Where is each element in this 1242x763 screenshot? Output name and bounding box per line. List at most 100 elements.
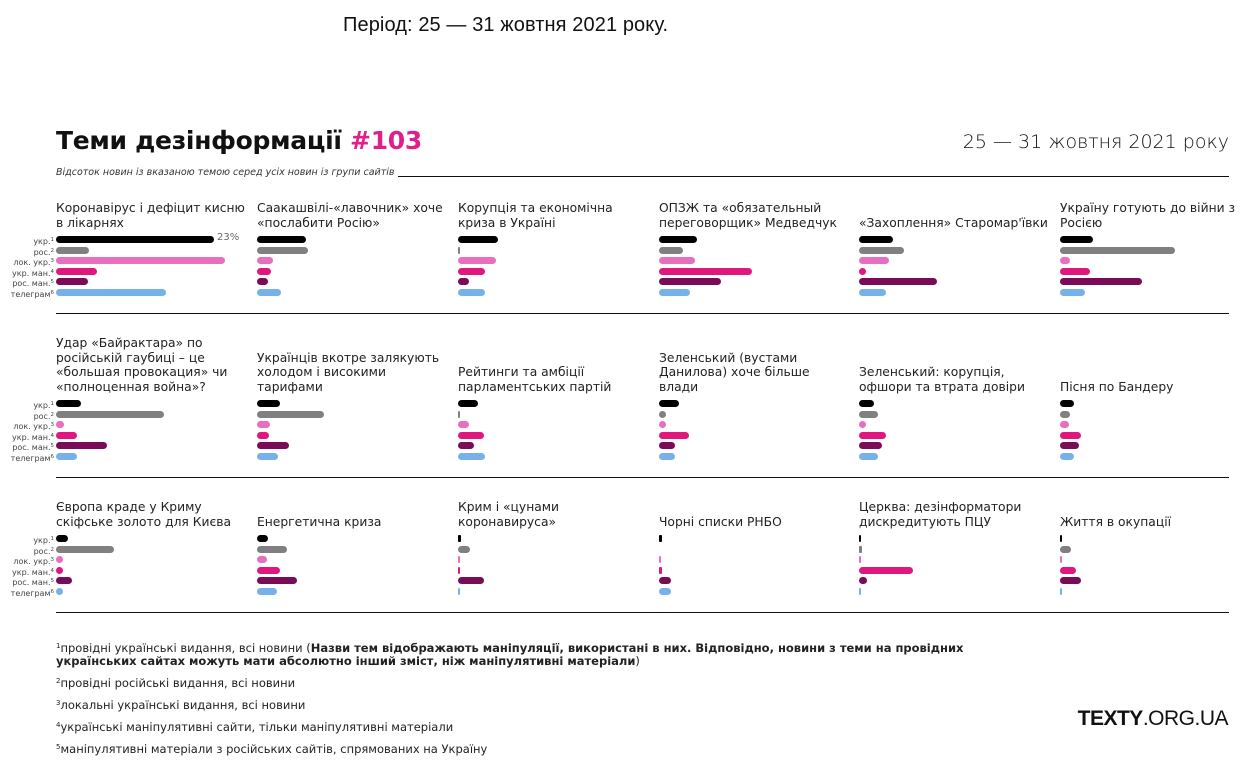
footnote: 4українські маніпулятивні сайти, тільки … [56, 720, 454, 734]
bar-lok_ukr [1060, 257, 1071, 264]
bar-lok_ukr [458, 257, 496, 264]
bar-telegram [56, 452, 78, 460]
bar-ros [659, 410, 666, 418]
bar-ukr_man [1060, 566, 1077, 574]
bar-lok_ukr [257, 556, 268, 563]
bar-ros [56, 410, 164, 418]
period-heading: Період: 25 — 31 жовтня 2021 року. [343, 14, 669, 36]
bar-ukr [659, 400, 679, 407]
row-divider [56, 612, 1229, 613]
bar-ros_man [458, 577, 485, 584]
bar-telegram [458, 288, 485, 296]
series-label: рос.2 [33, 546, 54, 556]
bar-ukr_man [458, 267, 485, 275]
bar-ros [859, 410, 879, 418]
bar-ros [1060, 410, 1071, 418]
footnote: 1провідні українські видання, всі новини… [56, 641, 964, 668]
date-range: 25 — 31 жовтня 2021 року [962, 131, 1229, 153]
bar-ros [1060, 246, 1176, 254]
series-label: рос.2 [33, 411, 54, 421]
bar-lok_ukr [659, 421, 666, 428]
bar-value-label: 23% [217, 232, 240, 243]
topic-title: Українців вкотре залякують холодом і вис… [257, 350, 440, 394]
bar-lok_ukr [56, 556, 63, 563]
bar-ros_man [859, 577, 868, 584]
bar-ros [458, 545, 471, 553]
bar-lok_ukr [257, 257, 273, 264]
bar-ros_man [859, 278, 937, 285]
topic-title: ОПЗЖ та «обязательный переговорщик» Медв… [659, 201, 837, 230]
bar-ros_man [659, 442, 675, 449]
series-label: укр.1 [33, 536, 54, 545]
bar-lok_ukr [1060, 556, 1063, 563]
bar-ros_man [859, 442, 882, 449]
bar-ukr [859, 236, 894, 243]
series-label: рос. ман.5 [12, 279, 54, 288]
series-label: укр.1 [33, 401, 54, 410]
series-label: рос.2 [33, 247, 54, 257]
bar-ukr [56, 236, 214, 243]
bar-ros_man [1060, 278, 1142, 285]
bar-lok_ukr [458, 421, 469, 428]
bar-ukr_man [458, 431, 485, 439]
bar-ros_man [1060, 442, 1079, 449]
series-label: телеграм6 [10, 453, 54, 463]
series-label: укр.1 [33, 237, 54, 246]
bar-lok_ukr [56, 257, 225, 264]
bar-lok_ukr [859, 556, 861, 563]
chart-title: Теми дезінформації #103 [56, 126, 422, 155]
bar-ukr [659, 535, 662, 542]
topic-title: Життя в окупації [1060, 514, 1172, 529]
series-label: лок. укр.3 [13, 422, 54, 431]
bar-ukr [458, 236, 498, 243]
bar-lok_ukr [257, 421, 271, 428]
topic-title: «Захоплення» Старомар'ївки [859, 215, 1048, 230]
bar-ukr [1060, 400, 1074, 407]
bar-lok_ukr [859, 421, 866, 428]
bar-ros [659, 246, 684, 254]
topic-title: Коронавірус і дефіцит кисню в лікарнях [56, 201, 245, 230]
topic-title: Саакашвілі-«лавочник» хоче «послабити Ро… [257, 201, 443, 230]
bar-telegram [458, 587, 460, 595]
chart-subtitle: Відсоток новин із вказаною темою серед у… [56, 167, 399, 178]
bar-ros_man [458, 442, 474, 449]
bar-ros [257, 545, 288, 553]
bar-ros [859, 246, 904, 254]
bar-telegram [257, 587, 277, 595]
issue-number: #103 [350, 126, 422, 155]
row-divider [56, 477, 1229, 478]
bar-ros [458, 410, 460, 418]
bar-ukr_man [659, 267, 752, 275]
bar-ros [458, 246, 461, 254]
bar-lok_ukr [56, 421, 64, 428]
bar-ukr_man [859, 431, 886, 439]
bar-telegram [659, 452, 675, 460]
bar-ros_man [257, 577, 297, 584]
bar-ros_man [458, 278, 469, 285]
series-label: телеграм6 [10, 588, 54, 598]
topic-title: Чорні списки РНБО [659, 514, 782, 529]
texty-logo[interactable]: TEXTY.ORG.UA [1077, 707, 1229, 730]
topic-title: Європа краде у Криму скіфське золото для… [56, 500, 231, 529]
bar-ukr_man [56, 267, 98, 275]
bar-ukr_man [56, 566, 63, 574]
bar-ros [56, 246, 89, 254]
bar-ukr_man [859, 267, 866, 275]
divider [391, 176, 1229, 177]
bar-ukr_man [659, 431, 689, 439]
bar-ros_man [257, 278, 268, 285]
bar-telegram [56, 587, 63, 595]
footnotes: 1провідні українські видання, всі новини… [56, 640, 1016, 763]
chart-title-text: Теми дезінформації [56, 126, 342, 155]
bar-ukr_man [1060, 267, 1091, 275]
bar-lok_ukr [859, 257, 889, 264]
series-label: рос. ман.5 [12, 443, 54, 452]
bar-telegram [1060, 587, 1063, 595]
footnote: 3локальні українські видання, всі новини [56, 698, 306, 712]
bar-ukr_man [56, 431, 77, 439]
bar-ukr [257, 535, 268, 542]
bar-telegram [859, 288, 886, 296]
bar-lok_ukr [659, 556, 661, 563]
bar-ukr [257, 236, 306, 243]
topic-title: Церква: дезінформатори дискредитують ПЦУ [859, 500, 1022, 529]
